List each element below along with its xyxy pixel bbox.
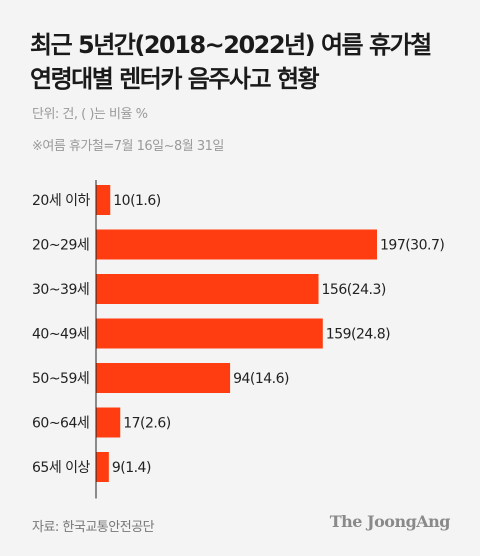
source-note: 자료: 한국교통안전공단 bbox=[32, 520, 155, 535]
category-label: 60~64세 bbox=[32, 416, 89, 432]
category-label: 30~39세 bbox=[32, 282, 89, 298]
title-line-1: 최근 5년간(2018~2022년) 여름 휴가철 bbox=[30, 31, 432, 59]
value-label: 17(2.6) bbox=[123, 416, 171, 432]
category-label: 20~29세 bbox=[32, 238, 89, 254]
value-label: 9(1.4) bbox=[112, 460, 151, 476]
bar-chart: 20세 이하 10(1.6) 20~29세 197(30.7) 30~39세 156(24… bbox=[32, 180, 445, 499]
value-label: 197(30.7) bbox=[380, 238, 444, 254]
publisher-logo: The JoongAng bbox=[329, 512, 451, 531]
category-label: 50~59세 bbox=[32, 371, 89, 387]
category-label: 40~49세 bbox=[32, 327, 89, 343]
title-line-2: 연령대별 렌터카 음주사고 현황 bbox=[30, 65, 320, 93]
bar bbox=[96, 363, 231, 393]
bar bbox=[96, 229, 377, 260]
bar bbox=[96, 407, 121, 438]
bar bbox=[96, 452, 109, 482]
value-label: 159(24.8) bbox=[326, 327, 390, 343]
bar bbox=[96, 318, 323, 349]
bar bbox=[96, 274, 319, 304]
period-note: ※여름 휴가철=7월 16일~8월 31일 bbox=[32, 139, 224, 154]
value-label: 94(14.6) bbox=[233, 371, 289, 387]
category-label: 65세 이상 bbox=[32, 460, 91, 476]
bar bbox=[96, 185, 111, 215]
value-label: 10(1.6) bbox=[113, 193, 161, 209]
unit-note: 단위: 건, ( )는 비율 % bbox=[32, 107, 148, 122]
value-label: 156(24.3) bbox=[322, 282, 386, 298]
chart-title: 최근 5년간(2018~2022년) 여름 휴가철 연령대별 렌터카 음주사고 … bbox=[30, 28, 460, 96]
category-label: 20세 이하 bbox=[32, 193, 91, 209]
